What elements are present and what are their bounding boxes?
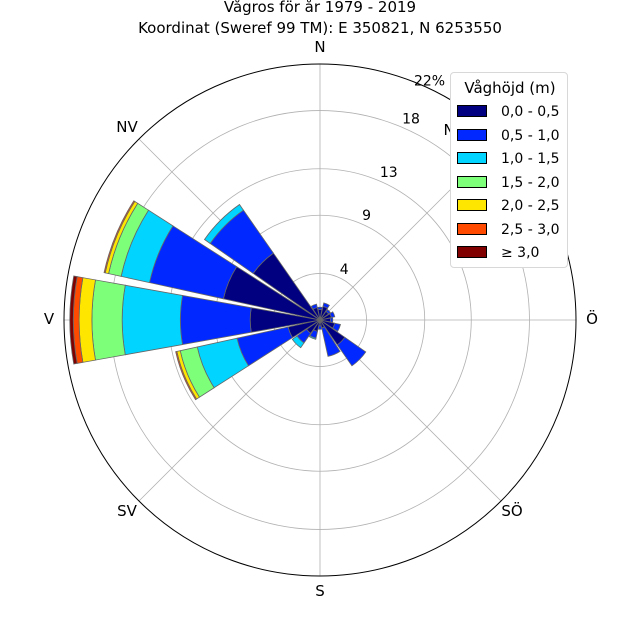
legend-title: Våghöjd (m) (464, 79, 556, 97)
compass-label-so: SÖ (501, 501, 522, 520)
compass-label-sw: SV (117, 502, 138, 520)
wedge-VSV-series-5 (175, 350, 198, 401)
legend-item: 0,5 - 1,0 (457, 127, 567, 145)
legend-swatch (457, 222, 487, 235)
wedge-ÖNÖ-series-1 (329, 311, 336, 318)
radial-tick-label-3: 18 (402, 111, 420, 127)
wedge-SSÖ-series-1 (321, 326, 341, 357)
compass-label-o: Ö (586, 309, 598, 328)
legend-item: 1,5 - 2,0 (457, 174, 567, 192)
legend-item: 1,0 - 1,5 (457, 150, 567, 168)
legend-swatch (457, 199, 487, 211)
radial-max-label: 22% (414, 73, 445, 89)
wedge-NNÖ-series-1 (322, 302, 330, 309)
wedge-V-series-6 (69, 275, 78, 365)
legend-label: 0,5 - 1,0 (501, 127, 560, 144)
wedge-ÖSÖ-series-1 (332, 322, 341, 332)
legend-item: ≥ 3,0 (457, 244, 567, 262)
compass-label-s: S (315, 582, 325, 600)
wedge-V-series-3 (91, 279, 126, 361)
compass-label-w: V (44, 310, 55, 328)
polar-frame (63, 63, 577, 577)
wedge-NNV-series-1 (310, 303, 318, 310)
wedge-VNV-series-5 (103, 200, 136, 274)
wedge-SÖ-series-1 (336, 336, 367, 367)
grid-spoke-5 (138, 319, 321, 502)
legend-label: 1,0 - 1,5 (501, 151, 560, 167)
legend-label: ≥ 3,0 (501, 245, 540, 261)
legend-label: 2,0 - 2,5 (501, 198, 560, 214)
legend-swatch (457, 152, 487, 164)
chart-title: Vågros för år 1979 - 2019 (223, 0, 417, 16)
radial-tick-label-0: 4 (340, 262, 349, 278)
wedge-Ö-series-1 (329, 317, 334, 323)
wedge-SSV-series-2 (308, 335, 317, 340)
chart-subtitle: Koordinat (Sweref 99 TM): E 350821, N 62… (138, 19, 502, 37)
radial-tick-label-2: 13 (380, 165, 398, 181)
legend-swatch (457, 175, 487, 188)
legend-item: 0,0 - 0,5 (457, 103, 567, 121)
legend-swatch (457, 128, 487, 141)
legend-label: 2,5 - 3,0 (501, 221, 560, 238)
legend-swatch (457, 105, 487, 117)
compass-label-nw: NV (116, 118, 138, 136)
radial-tick-label-1: 9 (362, 208, 371, 224)
legend-label: 0,0 - 0,5 (501, 104, 560, 120)
wedge-NV-series-2 (203, 203, 245, 245)
compass-label-n: N (314, 38, 325, 56)
legend-swatch (457, 246, 487, 258)
wedge-N-series-1 (317, 306, 323, 311)
legend: Våghöjd (m) 0,0 - 0,5 0,5 - 1,0 1,0 - 1,5 1… (450, 72, 568, 268)
legend-label: 1,5 - 2,0 (501, 174, 560, 191)
wedge-NÖ-series-1 (325, 308, 332, 315)
legend-item: 2,5 - 3,0 (457, 221, 567, 239)
legend-item: 2,0 - 2,5 (457, 197, 567, 215)
wedge-SV-series-2 (291, 335, 305, 349)
wedge-V-series-2 (121, 284, 184, 356)
